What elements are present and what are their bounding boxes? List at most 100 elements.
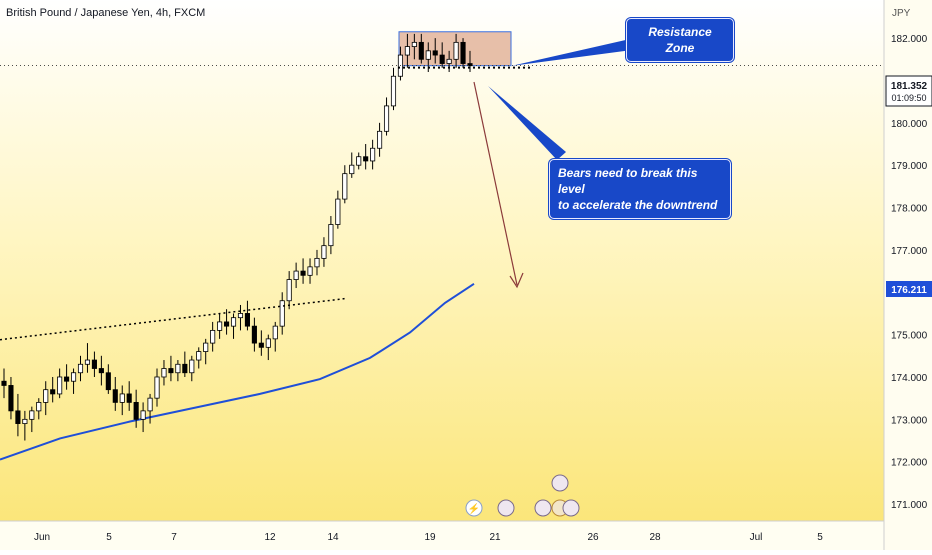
resistance-callout-pointer [511, 39, 632, 66]
candle [112, 376, 118, 411]
candle [29, 406, 35, 433]
candle-body [335, 198, 341, 225]
flash-event-icon[interactable] [465, 499, 483, 517]
candle-body [314, 257, 320, 268]
x-tick-label: 7 [171, 532, 177, 543]
candle [272, 321, 278, 352]
candle [8, 376, 14, 420]
candle [15, 393, 21, 437]
candle-body [196, 351, 202, 361]
candle [182, 351, 188, 377]
resistance-zone-text: Resistance Zone [648, 25, 712, 55]
y-tick-label: 180.000 [891, 119, 928, 130]
candle [203, 338, 209, 365]
candle [356, 152, 362, 170]
candle [1, 368, 7, 399]
x-tick-label: 12 [264, 532, 276, 543]
flag-event-icon-1[interactable] [497, 499, 515, 517]
y-tick-label: 182.000 [891, 34, 928, 45]
candle-body [133, 401, 139, 420]
x-tick-label: 5 [817, 532, 823, 543]
candle-body [189, 359, 195, 374]
bears-text-line2: to accelerate the downtrend [558, 198, 718, 212]
candle-body [210, 329, 216, 344]
candle [126, 381, 132, 411]
candle-body [84, 359, 91, 365]
flag-event-icon-2[interactable] [534, 499, 552, 517]
candle [77, 355, 84, 382]
y-tick-label: 175.000 [891, 331, 928, 342]
candle [335, 190, 341, 229]
candle-body [91, 359, 97, 369]
candle-body [43, 389, 49, 403]
plot-background [0, 0, 884, 521]
candle [224, 309, 230, 335]
candle [439, 42, 445, 68]
candle [321, 237, 327, 267]
bar-countdown: 01:09:50 [891, 93, 926, 103]
x-tick-label: 26 [587, 532, 599, 543]
candle-body [418, 41, 424, 60]
candle-body [224, 321, 230, 327]
candle [84, 343, 91, 373]
candle [328, 216, 334, 255]
candle-body [112, 389, 118, 403]
candle [140, 402, 146, 433]
y-tick-label: 173.000 [891, 415, 928, 426]
current-price-badge: 181.352 01:09:50 [885, 75, 932, 107]
candle [377, 122, 383, 157]
candle-body [70, 372, 77, 382]
candle-body [15, 410, 21, 424]
candle-body [119, 393, 125, 403]
candle-body [140, 410, 146, 420]
flash-glyph-icon: ⚡ [468, 502, 480, 515]
candle [404, 33, 410, 68]
flag-event-icon-4[interactable] [562, 499, 580, 517]
candle-body [64, 376, 70, 382]
candle-body [29, 410, 35, 420]
candle-body [265, 338, 271, 348]
candle-body [182, 363, 188, 374]
candle-body [432, 50, 438, 56]
down-arrow-head [509, 272, 524, 289]
candle-body [237, 313, 244, 319]
candle-body [293, 270, 299, 280]
candle [91, 351, 97, 377]
candle-body [446, 58, 452, 64]
candle [300, 258, 306, 284]
candle-body [147, 397, 153, 412]
bears-text-line1: Bears need to break this level [558, 166, 698, 196]
chart-title: British Pound / Japanese Yen, 4h, FXCM [6, 7, 205, 19]
candle-body [439, 54, 445, 64]
candle-body [363, 156, 369, 162]
candle-body [230, 317, 237, 327]
candle [244, 300, 250, 331]
ma-value-badge: 176.211 [886, 281, 932, 297]
event-icons[interactable]: ⚡ [465, 474, 580, 517]
candle [411, 33, 417, 60]
candle [36, 398, 42, 420]
candle [196, 347, 202, 369]
candle-body [105, 372, 111, 391]
y-tick-label: 179.000 [891, 161, 928, 172]
resistance-zone-box [398, 31, 512, 67]
candle [363, 144, 369, 170]
candle-body [1, 380, 7, 386]
flag-event-icon-5[interactable] [551, 474, 569, 492]
candle [57, 368, 63, 399]
candle [189, 355, 195, 382]
candle [265, 334, 271, 361]
candle-body [328, 224, 334, 247]
candle-body [161, 368, 167, 378]
current-price-value: 181.352 [891, 81, 928, 92]
bears-callout-pointer [488, 86, 566, 160]
candle [43, 381, 49, 416]
candle-body [425, 50, 431, 60]
candle [370, 139, 376, 170]
candle-body [356, 156, 362, 166]
candle [286, 271, 292, 310]
candle-body [460, 41, 466, 64]
candle [154, 368, 160, 407]
candle [175, 360, 181, 382]
